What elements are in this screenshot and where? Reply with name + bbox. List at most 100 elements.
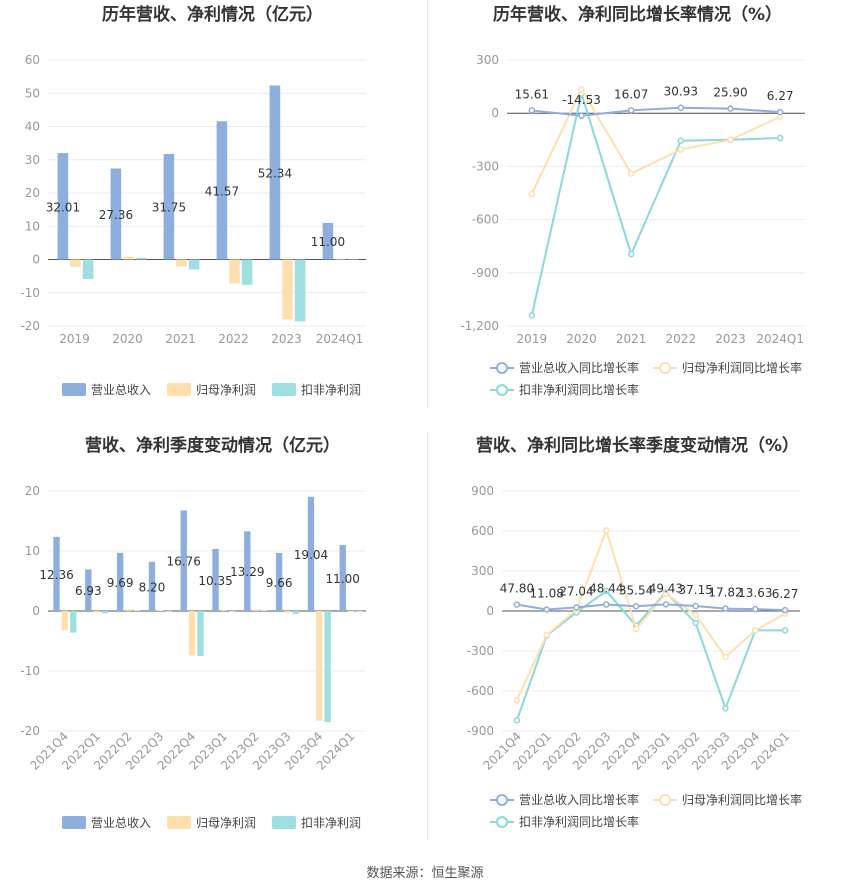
bar-revenue (212, 548, 219, 611)
data-label: 30.93 (664, 85, 698, 99)
chart-annual-growth: 历年营收、净利同比增长率情况（%） 300 0 -300 -600 -900 -1,200 2… (425, 0, 850, 410)
point-revenue-growth (781, 606, 789, 614)
y-tick-label: -1,200 (460, 319, 499, 333)
legend-swatch (167, 816, 191, 829)
legend-marker (659, 362, 671, 374)
data-label: 11.08 (530, 587, 564, 601)
line-revenue-growth (531, 106, 781, 117)
data-label: 25.90 (713, 86, 747, 100)
line-deducted-profit-growth (515, 589, 786, 721)
bar-deducted-profit (347, 259, 359, 260)
y-tick-label: 50 (25, 86, 40, 100)
data-label: 32.01 (46, 200, 80, 214)
point-net-profit-growth (632, 625, 640, 633)
bar-net-profit (347, 611, 355, 612)
bar-net-profit (188, 611, 196, 656)
bar-net-profit (176, 259, 187, 267)
bar-revenue (148, 561, 156, 611)
y-tick-label: 10 (25, 219, 40, 233)
legend-label: 扣非净利润 (301, 816, 361, 830)
point-deducted-profit-growth (781, 627, 789, 634)
point-revenue-growth (573, 604, 580, 611)
point-revenue-growth (692, 602, 699, 610)
point-net-profit-growth (528, 190, 536, 198)
y-tick-label: 40 (25, 120, 40, 134)
legend-marker (496, 362, 508, 374)
point-net-profit-growth (692, 611, 699, 619)
legend-swatch (62, 383, 86, 396)
data-label: 6.93 (75, 584, 102, 598)
y-tick-label: 0 (32, 604, 40, 618)
bar-revenue (322, 222, 334, 260)
point-deducted-profit-growth (627, 250, 635, 258)
divider-bottom (427, 432, 428, 840)
x-tick-label: 2022 (666, 332, 697, 346)
legend-marker (496, 816, 508, 828)
bar-revenue (339, 545, 346, 611)
data-label: 41.57 (205, 184, 239, 198)
point-net-profit-growth (543, 631, 550, 639)
bar-net-profit (123, 256, 134, 260)
legend-label: 归母净利润同比增长率 (682, 360, 802, 375)
bar-net-profit (284, 611, 291, 613)
data-label: 11.00 (311, 235, 345, 249)
bar-deducted-profit (356, 611, 363, 612)
x-tick-label: 2019 (59, 332, 90, 346)
point-deducted-profit-growth (722, 705, 729, 712)
legend-label: 营业总收入 (91, 816, 151, 830)
data-label: 19.04 (294, 548, 328, 562)
x-tick-label: 2021 (165, 332, 196, 346)
bar-deducted-profit (324, 611, 331, 722)
point-net-profit-growth (727, 136, 734, 144)
point-deducted-profit-growth (603, 587, 610, 595)
y-tick-label: -300 (472, 159, 499, 173)
bar-net-profit (316, 611, 323, 721)
data-label: 13.29 (230, 565, 264, 579)
chart-title: 历年营收、净利情况（亿元） (102, 4, 323, 25)
legend-marker (496, 794, 508, 806)
legend-label: 扣非净利润同比增长率 (519, 814, 639, 829)
data-label: 17.82 (708, 586, 742, 600)
bar-revenue (244, 531, 251, 611)
point-revenue-growth (677, 104, 685, 111)
data-label: 47.80 (500, 582, 534, 596)
data-label: 48.44 (589, 582, 623, 596)
chart-title: 历年营收、净利同比增长率情况（%） (493, 4, 782, 25)
y-tick-label: -10 (20, 664, 40, 678)
data-label: -14.53 (562, 93, 601, 107)
divider-top (427, 0, 428, 408)
point-revenue-growth (528, 107, 536, 114)
y-tick-label: 0 (491, 106, 499, 120)
bar-deducted-profit (229, 611, 236, 612)
line-net-profit-growth (515, 527, 786, 701)
bar-deducted-profit (292, 611, 300, 614)
point-revenue-growth (632, 603, 640, 610)
point-revenue-growth (543, 606, 550, 613)
y-tick-label: -20 (20, 724, 40, 738)
y-tick-label: -20 (20, 319, 40, 333)
x-tick-label: 2020 (566, 332, 597, 346)
legend-swatch (272, 816, 296, 829)
bar-net-profit (93, 611, 100, 613)
bar-deducted-profit (241, 259, 253, 285)
legend-swatch (272, 383, 296, 396)
x-tick-label: 2022 (218, 332, 249, 346)
point-revenue-growth (722, 605, 729, 612)
x-tick-label: 2023 (715, 332, 746, 346)
y-tick-label: 900 (471, 484, 494, 498)
legend-label: 扣非净利润同比增长率 (519, 382, 639, 397)
data-label: 15.61 (515, 87, 549, 101)
bar-revenue (307, 496, 315, 611)
chart-title: 营收、净利季度变动情况（亿元） (85, 435, 340, 456)
bar-net-profit (70, 259, 81, 267)
chart-annual-growth-svg: 历年营收、净利同比增长率情况（%） 300 0 -300 -600 -900 -1,200 2… (460, 4, 805, 397)
data-label: 13.63 (738, 586, 772, 600)
line-deducted-profit-growth (530, 89, 781, 316)
data-label: 35.54 (619, 583, 653, 597)
data-label: 6.27 (767, 89, 794, 103)
point-deducted-profit-growth (513, 717, 521, 724)
y-tick-label: -10 (20, 286, 40, 300)
legend-label: 扣非净利润 (301, 383, 361, 397)
y-tick-label: 30 (25, 153, 40, 167)
y-tick-label: -300 (467, 644, 494, 658)
